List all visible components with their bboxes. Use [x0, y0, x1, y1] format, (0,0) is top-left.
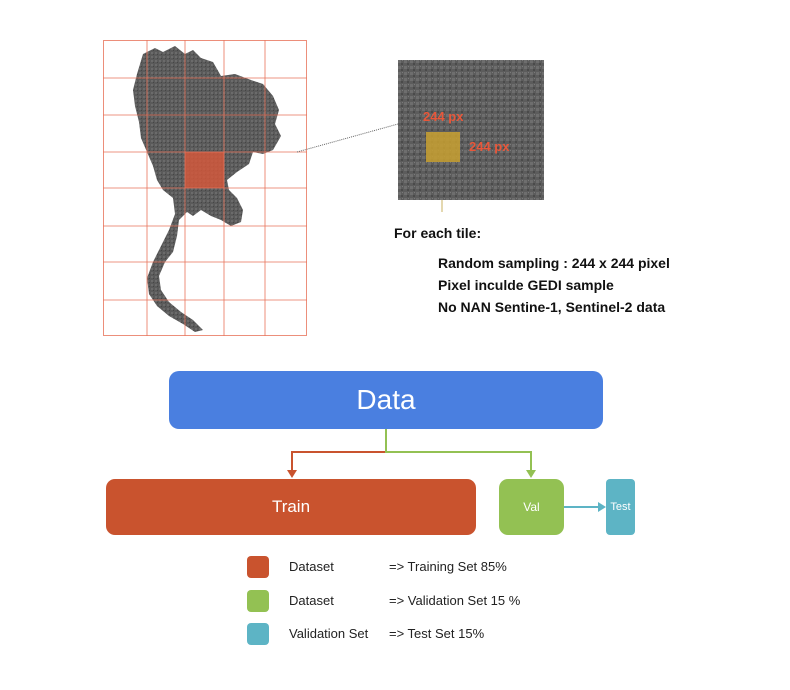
legend-label: Validation Set [289, 626, 369, 641]
arrow-data-to-train [291, 429, 387, 472]
test-box: Test [606, 479, 635, 535]
legend-desc: => Validation Set 15 % [389, 593, 521, 608]
map-svg [103, 40, 307, 336]
tile-grid [103, 40, 307, 336]
caption-bullet: Pixel inculde GEDI sample [438, 277, 614, 293]
zoom-connector-line [296, 123, 399, 153]
patch-height-label: 244 px [469, 139, 510, 154]
arrowhead-val [526, 470, 536, 478]
arrowhead-train [287, 470, 297, 478]
val-box: Val [499, 479, 564, 535]
data-box: Data [169, 371, 603, 429]
zoomed-tile-image [398, 60, 544, 200]
legend-swatch-test [247, 623, 269, 645]
caption-bullet: Random sampling : 244 x 244 pixel [438, 255, 670, 271]
caption-bullets: Random sampling : 244 x 244 pixel Pixel … [438, 252, 670, 318]
legend-desc: => Test Set 15% [389, 626, 485, 641]
caption-bullet: No NAN Sentine-1, Sentinel-2 data [438, 299, 666, 315]
arrow-data-to-val [385, 429, 532, 472]
thailand-shape [133, 46, 281, 332]
patch-width-label: 244 px [423, 109, 464, 124]
highlighted-tile [185, 152, 224, 188]
legend-desc: => Training Set 85% [389, 559, 507, 574]
train-box: Train [106, 479, 476, 535]
zoomed-tile [398, 60, 544, 200]
arrowhead-test [598, 502, 606, 512]
sample-patch [426, 132, 460, 162]
legend-swatch-train [247, 556, 269, 578]
legend-swatch-val [247, 590, 269, 612]
legend-label: Dataset [289, 559, 334, 574]
legend-label: Dataset [289, 593, 334, 608]
thailand-tile-map [103, 40, 307, 336]
caption-heading: For each tile: [394, 225, 482, 241]
